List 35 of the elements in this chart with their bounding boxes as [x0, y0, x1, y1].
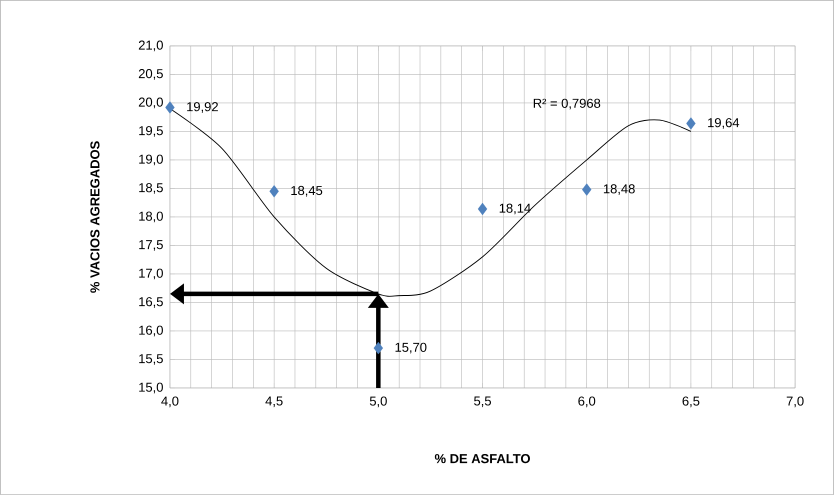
data-label: 19,92	[187, 102, 218, 113]
y-tick-label: 16,5	[139, 297, 163, 308]
x-tick-label: 5,5	[474, 396, 491, 408]
data-label: 18,14	[500, 204, 531, 214]
x-axis-title: % DE ASFALTO	[434, 454, 530, 464]
y-tick-label: 20,5	[138, 69, 163, 80]
y-tick-label: 15,5	[139, 354, 163, 365]
y-tick-label: 18,0	[139, 212, 163, 222]
y-tick-label: 15,0	[139, 382, 163, 394]
point	[374, 342, 384, 354]
x-tick-label: 4,5	[265, 396, 283, 408]
y-tick-label: 21,0	[138, 40, 163, 52]
point	[686, 117, 696, 130]
x-tick-label: 6,0	[578, 396, 596, 408]
data-label: 19,64	[708, 118, 740, 129]
annotation: R² = 0,7968	[534, 98, 600, 110]
y-tick-label: 20,0	[138, 98, 163, 108]
y-tick-label: 18,5	[139, 183, 163, 194]
point	[269, 185, 279, 198]
point	[478, 202, 488, 216]
x-tick-label: 6,5	[682, 396, 700, 408]
x-tick-label: 4,0	[161, 396, 178, 408]
point	[165, 101, 175, 114]
point	[582, 183, 592, 196]
y-tick-label: 19,5	[139, 126, 163, 137]
x-tick-label: 5,0	[370, 396, 387, 408]
y-tick-label: 17,0	[139, 268, 163, 280]
data-label: 18,45	[291, 186, 322, 197]
data-label: 18,48	[604, 184, 635, 195]
y-tick-label: 19,0	[139, 154, 163, 166]
y-tick-label: 16,0	[139, 326, 163, 336]
x-tick-label: 7,0	[786, 396, 804, 408]
data-label: 15,70	[396, 342, 426, 354]
y-tick-label: 17,5	[139, 240, 163, 251]
y-axis-title: % VACIOS AGREGADOS	[90, 141, 100, 293]
